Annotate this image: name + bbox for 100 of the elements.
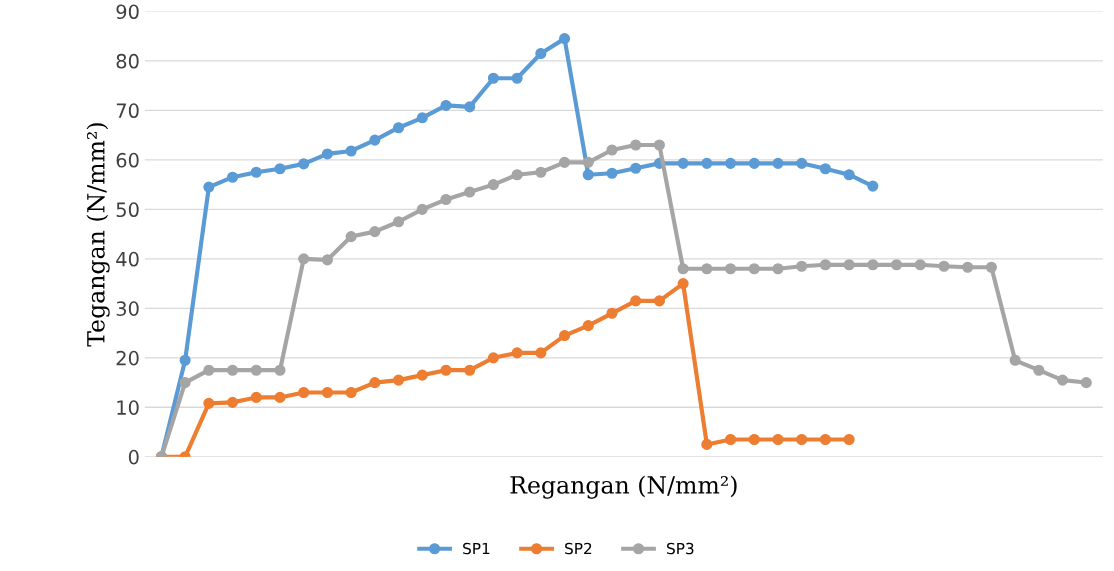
point	[440, 193, 452, 206]
point	[440, 99, 452, 112]
point	[487, 352, 499, 364]
y-tick-label: 10	[117, 400, 139, 415]
point	[724, 263, 737, 275]
point	[677, 263, 689, 275]
point	[321, 148, 333, 160]
point	[321, 254, 333, 266]
y-tick-label: 60	[116, 152, 139, 168]
point	[345, 231, 357, 243]
point	[179, 377, 191, 389]
point	[464, 101, 476, 113]
point	[796, 157, 808, 169]
point	[914, 259, 926, 271]
y-axis-title: Tegangan (N/mm²)	[86, 123, 110, 347]
point	[819, 259, 831, 271]
point	[511, 169, 523, 181]
point	[369, 377, 381, 389]
point	[843, 259, 855, 271]
point	[487, 179, 499, 191]
point	[298, 386, 310, 399]
point	[464, 364, 476, 376]
point	[179, 354, 191, 366]
point	[582, 169, 594, 181]
point	[582, 320, 594, 332]
point	[1056, 374, 1069, 386]
point	[867, 180, 879, 192]
y-tick-label: 70	[116, 103, 139, 119]
point	[487, 72, 499, 84]
point	[274, 391, 286, 403]
point	[227, 396, 239, 408]
point	[416, 369, 428, 381]
y-tick-label: 40	[116, 251, 139, 267]
point	[558, 33, 571, 45]
point	[772, 263, 784, 275]
point	[274, 364, 286, 376]
point	[369, 226, 381, 238]
point	[298, 158, 310, 170]
point	[582, 156, 594, 168]
point	[653, 139, 665, 151]
point	[440, 364, 452, 376]
point	[701, 438, 713, 450]
legend-label: SP1	[463, 542, 490, 555]
point	[250, 166, 262, 178]
point	[606, 144, 618, 156]
point	[748, 157, 760, 169]
point	[203, 364, 215, 376]
point	[393, 374, 405, 386]
point	[985, 261, 997, 273]
point	[630, 139, 642, 151]
point	[227, 364, 239, 376]
point	[701, 157, 713, 169]
point	[701, 263, 713, 275]
point	[203, 397, 215, 409]
y-tick-label: 30	[116, 301, 139, 316]
point	[796, 433, 808, 446]
point	[796, 260, 808, 272]
point	[677, 157, 689, 169]
point	[298, 253, 310, 265]
point	[393, 216, 405, 228]
y-tick-label: 0	[128, 449, 139, 465]
point	[724, 433, 737, 446]
legend-label: SP2	[565, 542, 592, 555]
point	[748, 433, 760, 446]
point	[772, 433, 784, 446]
point	[1033, 364, 1045, 376]
point	[677, 278, 689, 290]
point	[535, 347, 547, 359]
point	[345, 386, 357, 399]
y-tick-label: 50	[116, 202, 139, 218]
point	[748, 263, 760, 275]
point	[843, 169, 855, 181]
point	[606, 307, 618, 319]
x-axis-title: Regangan (N/mm²)	[510, 475, 737, 499]
point	[535, 166, 547, 178]
point	[345, 145, 357, 157]
point	[416, 112, 428, 124]
y-tick-label: 20	[116, 350, 139, 366]
point	[724, 157, 737, 169]
point	[416, 203, 428, 215]
point	[1009, 354, 1021, 366]
point	[962, 261, 974, 273]
point	[464, 186, 476, 198]
point	[653, 295, 665, 307]
point	[511, 347, 523, 359]
point	[606, 167, 618, 179]
legend-label: SP3	[667, 542, 694, 555]
point	[274, 163, 286, 175]
point	[250, 364, 262, 376]
y-tick-label: 80	[116, 53, 139, 69]
point	[250, 391, 262, 403]
y-tick-label: 90	[116, 4, 139, 20]
point	[535, 47, 547, 60]
point	[630, 162, 642, 174]
point	[819, 433, 831, 446]
point	[321, 386, 333, 399]
point	[1080, 377, 1092, 389]
point	[890, 259, 903, 271]
point	[867, 259, 879, 271]
point	[630, 295, 642, 307]
